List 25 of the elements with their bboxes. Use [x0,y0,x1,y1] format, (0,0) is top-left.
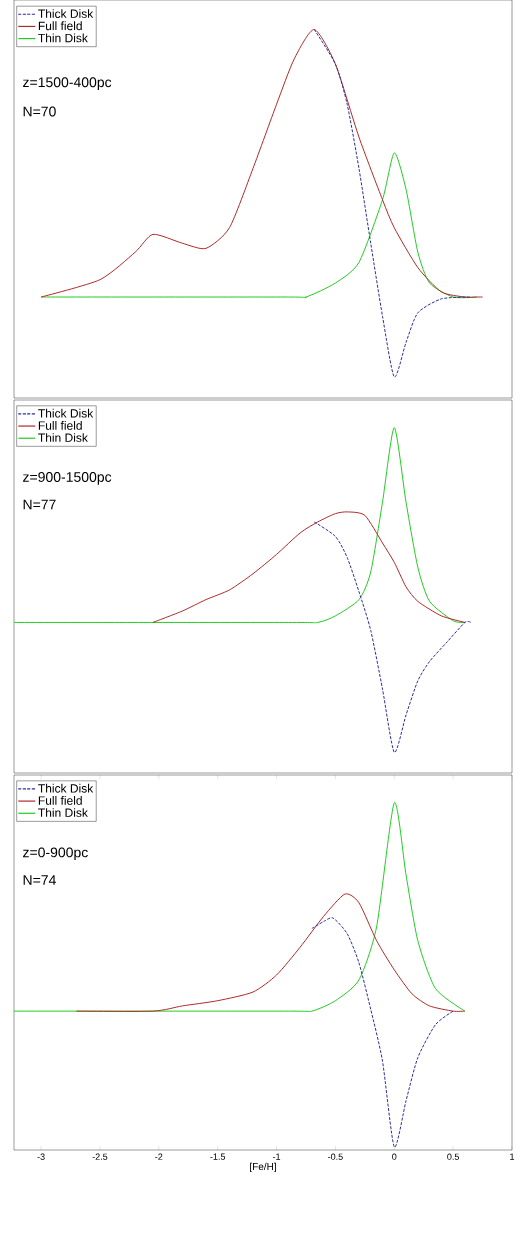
x-tick-label: -3 [37,1153,45,1160]
x-tick-label: 1 [510,1153,515,1160]
annotation: N=74 [23,875,56,885]
legend-label: Thick Disk [38,783,94,793]
legend-label: Full field [38,795,82,805]
legend-label: Thick Disk [38,408,94,418]
legend-label: Thin Disk [38,33,88,43]
legend-label: Full field [38,420,82,430]
legend-label: Thin Disk [38,433,88,442]
x-tick-label: 0 [392,1153,397,1160]
legend-label: Full field [38,21,82,31]
annotation: z=1500-400pc [23,77,112,90]
x-tick-label: -1 [272,1153,281,1160]
annotation: z=900-1500pc [23,471,112,485]
legend-label: Thick Disk [38,9,94,18]
annotation: N=70 [23,106,56,117]
annotation: z=0-900pc [23,847,88,861]
x-tick-label: -2.5 [92,1153,108,1160]
x-tick-label: 0.5 [447,1153,460,1160]
x-tick-label: -0.5 [328,1153,343,1160]
x-tick-label: -1.5 [210,1153,226,1160]
x-tick-label: -2 [155,1153,163,1160]
annotation: N=77 [23,499,56,510]
legend-label: Thin Disk [38,808,88,817]
x-axis-title: [Fe/H] [250,1162,276,1173]
